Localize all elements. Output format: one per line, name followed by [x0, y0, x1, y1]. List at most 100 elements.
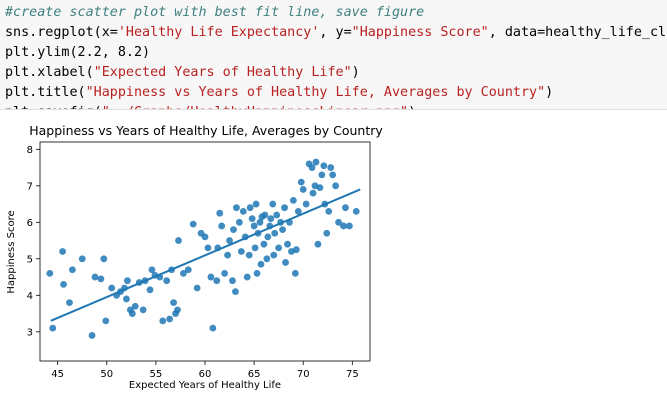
scatter-point: [179, 270, 187, 277]
code-line: #create scatter plot with best fit line,…: [5, 3, 667, 23]
x-tick-label: 65: [248, 369, 261, 380]
scatter-point: [207, 273, 215, 281]
scatter-point: [267, 215, 275, 223]
code-token: "../Graphs/HealthyHappinessLinear.png": [102, 105, 408, 109]
scatter-point: [252, 200, 260, 208]
code-token: "Happiness vs Years of Healthy Life, Ave…: [85, 85, 546, 100]
scatter-point: [270, 251, 278, 259]
scatter-points: [46, 158, 360, 339]
scatter-point: [332, 182, 340, 190]
scatter-point: [60, 280, 67, 288]
scatter-point: [230, 226, 237, 233]
scatter-point: [243, 273, 251, 281]
scatter-point: [174, 306, 181, 314]
scatter-point: [248, 215, 256, 223]
scatter-point: [329, 171, 337, 179]
code-token: 'Healthy Life Expectancy': [117, 25, 320, 40]
scatter-point: [123, 295, 130, 303]
x-tick-label: 70: [297, 369, 310, 380]
scatter-point: [269, 200, 277, 208]
x-tick-label: 60: [199, 369, 212, 380]
scatter-point: [312, 158, 320, 166]
scatter-point: [233, 204, 240, 212]
scatter-point: [102, 317, 110, 325]
scatter-point: [232, 288, 239, 296]
scatter-point: [352, 207, 360, 215]
code-line: sns.regplot(x='Healthy Life Expectancy',…: [5, 23, 667, 43]
scatter-point: [170, 299, 177, 306]
scatter-point: [292, 246, 300, 254]
scatter-point: [294, 207, 302, 215]
scatter-point: [175, 237, 182, 244]
scatter-point: [253, 270, 261, 277]
scatter-point: [279, 226, 286, 233]
scatter-point: [91, 273, 99, 281]
scatter-point: [193, 284, 201, 292]
x-tick-label: 45: [51, 369, 64, 380]
code-line: plt.ylim(2.2, 8.2): [5, 43, 667, 63]
scatter-point: [229, 277, 236, 285]
scatter-chart: Happiness vs Years of Healthy Life, Aver…: [6, 123, 383, 391]
scatter-point: [302, 200, 310, 208]
scatter-point: [108, 284, 116, 292]
scatter-point: [325, 207, 333, 215]
scatter-point: [314, 240, 322, 248]
scatter-point: [264, 233, 272, 241]
code-line: plt.savefig("../Graphs/HealthyHappinessL…: [5, 103, 667, 109]
scatter-point: [257, 260, 265, 268]
y-tick-label: 8: [27, 145, 33, 156]
scatter-point: [159, 317, 167, 325]
scatter-point: [263, 255, 271, 263]
code-token: , y=: [319, 25, 352, 40]
code-line: plt.title("Happiness vs Years of Healthy…: [5, 83, 667, 103]
scatter-point: [59, 248, 66, 255]
scatter-point: [291, 270, 299, 277]
scatter-point: [78, 255, 86, 263]
x-axis-label: Expected Years of Healthy Life: [129, 380, 281, 391]
scatter-point: [275, 244, 283, 252]
scatter-point: [226, 237, 233, 244]
y-tick-label: 4: [27, 291, 33, 302]
scatter-point: [308, 164, 316, 171]
scatter-point: [250, 222, 258, 230]
scatter-point: [189, 220, 197, 228]
y-tick-label: 3: [27, 327, 33, 338]
code-token: ): [545, 85, 554, 100]
scatter-point: [271, 229, 279, 237]
code-token: "Happiness Score": [351, 25, 489, 40]
scatter-point: [260, 240, 268, 248]
scatter-point: [88, 332, 96, 339]
x-tick-label: 75: [346, 369, 359, 380]
scatter-point: [289, 197, 297, 204]
code-cell[interactable]: #create scatter plot with best fit line,…: [0, 0, 667, 110]
scatter-point: [284, 240, 291, 248]
scatter-point: [239, 207, 247, 215]
scatter-point: [66, 299, 73, 306]
scatter-point: [128, 310, 136, 317]
y-tick-label: 7: [27, 181, 33, 192]
x-axis-ticks: 45 50 55 60 65 70 75: [51, 361, 359, 380]
scatter-point: [100, 255, 108, 263]
code-token: "Expected Years of Healthy Life": [93, 65, 352, 80]
scatter-point: [256, 218, 264, 226]
scatter-point: [235, 218, 243, 226]
code-token: plt.title(: [5, 85, 86, 100]
x-tick-label: 55: [150, 369, 163, 380]
code-token: plt.ylim(2.2, 8.2): [5, 45, 151, 60]
y-tick-label: 6: [27, 218, 33, 229]
scatter-point: [342, 204, 349, 212]
scatter-point: [318, 171, 326, 179]
scatter-point: [49, 324, 57, 332]
scatter-point: [97, 275, 105, 283]
scatter-point: [213, 277, 221, 285]
scatter-point: [131, 302, 139, 310]
chart-title: Happiness vs Years of Healthy Life, Aver…: [29, 123, 383, 138]
scatter-point: [166, 315, 174, 323]
code-line: plt.xlabel("Expected Years of Healthy Li…: [5, 63, 667, 83]
scatter-point: [139, 306, 147, 314]
scatter-point: [309, 189, 317, 197]
scatter-point: [299, 186, 307, 193]
y-axis-ticks: 3 4 5 6 7 8: [27, 145, 40, 338]
scatter-point: [335, 218, 342, 226]
